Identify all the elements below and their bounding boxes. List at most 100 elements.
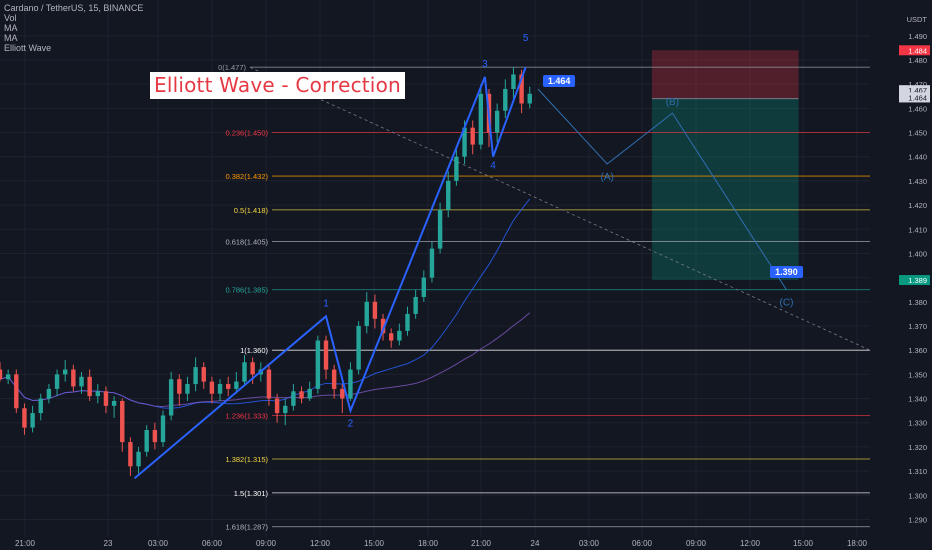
price-tick-label: 1.380	[908, 298, 927, 307]
candle-body	[364, 301, 369, 326]
time-axis: 21:00 23 03:00 06:00 09:00 12:00 15:00 18:00 21:…	[0, 537, 932, 550]
symbol-title[interactable]: Cardano / TetherUS, 15, BINANCE	[4, 3, 144, 13]
candle-body	[511, 74, 516, 89]
candle-body	[14, 374, 19, 409]
price-tag-label: USDT	[907, 15, 928, 24]
time-tick-label: 03:00	[148, 539, 169, 548]
time-tick-label: 24	[531, 539, 540, 548]
price-tag-label: 1.464	[908, 93, 927, 102]
candle-body	[421, 277, 426, 297]
correction-label: (C)	[780, 298, 794, 309]
candle-body	[128, 442, 133, 467]
time-tick-label: 21:00	[471, 539, 492, 548]
candle-body	[437, 209, 443, 249]
indicator-ma-1[interactable]: MA	[4, 23, 18, 33]
correction-label: (B)	[666, 97, 679, 108]
candle-body	[299, 391, 304, 399]
candle-body	[168, 379, 174, 416]
candle-body	[331, 369, 337, 389]
fibonacci-levels: 0(1.477) 0.236(1.450) 0.382(1.432) 0.5(1.41…	[218, 63, 871, 532]
indicator-elliott-wave[interactable]: Elliott Wave	[4, 43, 52, 53]
price-tag-label: 1.467	[908, 86, 927, 95]
wave-label-4: 4	[490, 161, 496, 172]
impulse-wave-line	[133, 66, 527, 480]
time-tick-label: 18:00	[418, 539, 439, 548]
price-tick-label: 1.330	[908, 419, 927, 428]
fib-label-0.5: 0.5(1.418)	[234, 206, 269, 215]
candle-body	[87, 376, 92, 397]
fib-label-0: 0(1.477)	[218, 63, 246, 72]
indicator-vol[interactable]: Vol	[4, 13, 17, 23]
candle-body	[494, 110, 500, 133]
candle-body	[519, 74, 524, 104]
price-tick-label: 1.450	[908, 129, 927, 138]
fib-label-1.5: 1.5(1.301)	[234, 489, 269, 498]
time-tick-label: 15:00	[793, 539, 814, 548]
candle-body	[413, 296, 418, 314]
candle-body	[152, 430, 158, 443]
chart-legend: Cardano / TetherUS, 15, BINANCE Vol MA M…	[4, 3, 143, 53]
candle-body	[397, 330, 402, 341]
candle-body	[38, 398, 43, 414]
candle-body	[217, 384, 223, 394]
candle-body	[446, 180, 451, 210]
candle-body	[63, 369, 68, 375]
price-tick-label: 1.400	[908, 249, 927, 258]
fib-label-1.236: 1.236(1.333)	[225, 411, 268, 420]
time-tick-label: 23	[104, 539, 113, 548]
candle-body	[193, 367, 198, 385]
candle-body	[54, 374, 60, 389]
indicator-ma-2[interactable]: MA	[4, 33, 18, 43]
price-tick-label: 1.310	[908, 467, 927, 476]
time-tick-label: 09:00	[686, 539, 707, 548]
candle-body	[527, 93, 532, 104]
wave-label-5: 5	[523, 33, 529, 44]
candle-body	[356, 326, 361, 370]
stop-loss-zone	[651, 50, 799, 99]
time-tick-label: 18:00	[847, 539, 868, 548]
candle-body	[291, 391, 296, 406]
price-tick-label: 1.430	[908, 177, 927, 186]
fib-label-1.382: 1.382(1.315)	[225, 455, 268, 464]
fib-label-1: 1(1.360)	[240, 346, 268, 355]
time-tick-label: 12:00	[740, 539, 761, 548]
candle-body	[462, 127, 467, 157]
candle-body	[22, 408, 27, 428]
time-tick-label: 15:00	[364, 539, 385, 548]
candle-body	[478, 93, 484, 145]
price-tick-label: 1.460	[908, 104, 927, 113]
wave-label-3: 3	[482, 59, 488, 70]
position-zones	[651, 50, 799, 281]
candle-body	[503, 88, 508, 111]
time-tick-label: 06:00	[632, 539, 653, 548]
candle-body	[307, 388, 312, 399]
time-axis-bg	[0, 537, 932, 550]
candle-body	[209, 381, 215, 394]
candle-body	[201, 367, 206, 382]
price-tick-label: 1.410	[908, 225, 927, 234]
candle-body	[234, 381, 239, 389]
candle-body	[266, 369, 272, 399]
fib-label-0.236: 0.236(1.450)	[225, 129, 268, 138]
wave-label-2: 2	[348, 419, 354, 430]
fib-label-0.382: 0.382(1.432)	[225, 172, 268, 181]
candle-body	[5, 374, 11, 380]
correction-label: (A)	[601, 172, 614, 183]
candle-body	[95, 391, 100, 397]
time-tick-label: 03:00	[579, 539, 600, 548]
time-tick-label: 09:00	[256, 539, 277, 548]
grid	[0, 0, 870, 537]
candle-body	[283, 405, 288, 414]
price-tick-label: 1.420	[908, 201, 927, 210]
candle-body	[185, 384, 190, 394]
candle-body	[226, 384, 231, 389]
candle-body	[470, 127, 475, 145]
price-tag-bg	[899, 92, 930, 103]
price-tick-label: 1.470	[908, 80, 927, 89]
candle-body	[111, 400, 117, 406]
price-tag-bg	[899, 275, 930, 286]
candle-body	[389, 333, 394, 341]
price-tick-label: 1.370	[908, 322, 927, 331]
price-tick-label: 1.340	[908, 395, 927, 404]
